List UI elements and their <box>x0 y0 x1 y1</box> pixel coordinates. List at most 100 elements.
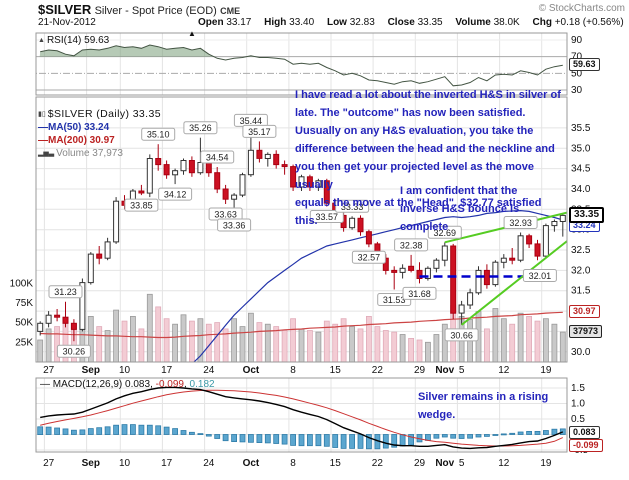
price-labels: 31.23 30.26 33.85 35.10 34.12 35.26 34.54 33.63… <box>48 113 557 358</box>
quote-row: Open 33.17 High 33.40 Low 32.83 Close 33… <box>188 17 629 39</box>
tick-label: 24 <box>203 458 215 469</box>
ma50-legend-label: MA(50) 33.24 <box>48 122 110 133</box>
tick-label: Sep <box>82 365 100 376</box>
tick-label: 19 <box>540 365 552 376</box>
svg-text:31.53: 31.53 <box>383 295 406 305</box>
wedge-line-1 <box>460 240 567 326</box>
tick-label: 25K <box>15 337 33 348</box>
tick-label: 29 <box>414 365 426 376</box>
panel-border <box>35 32 568 96</box>
tick-label: Nov <box>435 458 454 469</box>
svg-text:34.12: 34.12 <box>164 190 187 200</box>
tick-label: 8 <box>290 458 296 469</box>
tick-label: 32.5 <box>571 245 591 256</box>
macd-value: 0.083 <box>125 379 151 390</box>
tick-label: 27 <box>43 458 55 469</box>
tick-label: Nov <box>435 365 454 376</box>
price-legend-volume: ▂▅▃ Volume 37,973 <box>38 148 123 159</box>
tick-label: 34.0 <box>571 184 591 195</box>
svg-text:35.17: 35.17 <box>248 127 271 137</box>
macd-lines <box>40 386 564 450</box>
svg-text:32.69: 32.69 <box>434 228 457 238</box>
price-legend-symbol: ▮▯ $SILVER (Daily) 33.35 <box>38 108 161 120</box>
chg-label: Chg <box>532 17 552 28</box>
rsi-indicator-icon: ▲ <box>38 37 45 44</box>
tick-label: 5 <box>459 458 465 469</box>
volume-label: Volume <box>455 17 491 28</box>
svg-text:33.63: 33.63 <box>214 210 237 220</box>
ma200-legend-label: MA(200) 30.97 <box>48 135 115 146</box>
open-value: 33.17 <box>226 17 252 28</box>
ma50-line-icon: — <box>38 122 48 133</box>
annotation-confident: I am confident that the inverse H&S boun… <box>400 185 520 233</box>
symbol: $SILVER <box>38 2 92 17</box>
price-legend-symbol-label: $SILVER (Daily) 33.35 <box>47 108 161 120</box>
high-value: 33.40 <box>289 17 315 28</box>
ma200-value-callout: 30.97 <box>569 305 600 318</box>
svg-text:35.26: 35.26 <box>189 123 212 133</box>
tick-label: 5 <box>459 365 465 376</box>
svg-text:33.36: 33.36 <box>223 221 246 231</box>
tick-label: 24 <box>203 365 215 376</box>
tick-label: 35.0 <box>571 143 591 154</box>
tick-label: Oct <box>243 365 260 376</box>
svg-text:32.57: 32.57 <box>358 253 381 263</box>
price-legend-ma200: —MA(200) 30.97 <box>38 135 115 146</box>
svg-text:32.93: 32.93 <box>509 218 532 228</box>
svg-text:30.26: 30.26 <box>63 347 86 357</box>
tick-label: Oct <box>243 458 260 469</box>
macd-histogram <box>37 424 566 450</box>
svg-text:33.85: 33.85 <box>130 201 153 211</box>
rsi-legend-label: RSI(14) 59.63 <box>46 35 110 46</box>
tick-label: 50 <box>571 68 583 79</box>
tick-label: 100K <box>10 278 34 289</box>
svg-text:34.54: 34.54 <box>206 153 229 163</box>
volume-bars-icon: ▂▅▃ <box>38 150 55 157</box>
source-credit: © StockCharts.com <box>538 3 625 14</box>
tick-label: 15 <box>330 458 342 469</box>
candles <box>37 130 566 342</box>
quote-date: 21-Nov-2012 <box>38 17 96 28</box>
high-label: High <box>264 17 287 28</box>
tick-label: 0.5 <box>571 414 585 425</box>
tick-label: 17 <box>161 365 173 376</box>
tick-label: 10 <box>119 458 131 469</box>
low-value: 32.83 <box>349 17 375 28</box>
tick-label: 27 <box>43 365 55 376</box>
macd-line-icon: — <box>40 379 50 390</box>
tick-label: 34.5 <box>571 164 591 175</box>
tick-label: 50K <box>15 318 33 329</box>
svg-text:30.66: 30.66 <box>450 330 473 340</box>
signal-line <box>40 389 564 447</box>
tick-label: 12 <box>498 365 510 376</box>
tick-label: 31.5 <box>571 286 591 297</box>
tick-label: Sep <box>82 458 100 469</box>
tick-label: 35.5 <box>571 123 591 134</box>
chart-header: $SILVER Silver - Spot Price (EOD) CME <box>38 2 240 17</box>
svg-text:33.33: 33.33 <box>341 202 364 212</box>
tick-label: 12 <box>498 458 510 469</box>
svg-text:32.38: 32.38 <box>400 240 423 250</box>
ma200-line <box>40 311 563 339</box>
volume-value-callout: 37973 <box>569 325 603 338</box>
rsi-value-callout: 59.63 <box>569 58 600 71</box>
tick-label: 30 <box>571 85 583 96</box>
rsi-legend: ▲ RSI(14) 59.63 <box>38 35 109 46</box>
svg-text:35.44: 35.44 <box>240 116 263 126</box>
tick-label: 22 <box>372 458 384 469</box>
svg-text:31.68: 31.68 <box>408 289 431 299</box>
exchange: CME <box>220 6 241 16</box>
ma200-line-icon: — <box>38 135 48 146</box>
low-label: Low <box>326 17 347 28</box>
tick-label: 70 <box>571 52 583 63</box>
svg-text:31.23: 31.23 <box>54 287 77 297</box>
tick-label: 30.0 <box>571 347 591 358</box>
rsi-line <box>40 44 563 87</box>
candlestick-icon: ▮▯ <box>38 111 46 118</box>
rsi-overbought-fill <box>39 45 256 57</box>
price-legend-ma50: —MA(50) 33.24 <box>38 122 109 133</box>
macd-legend: — MACD(12,26,9) 0.083, -0.099, 0.182 <box>40 379 215 390</box>
tick-label: 15 <box>330 365 342 376</box>
